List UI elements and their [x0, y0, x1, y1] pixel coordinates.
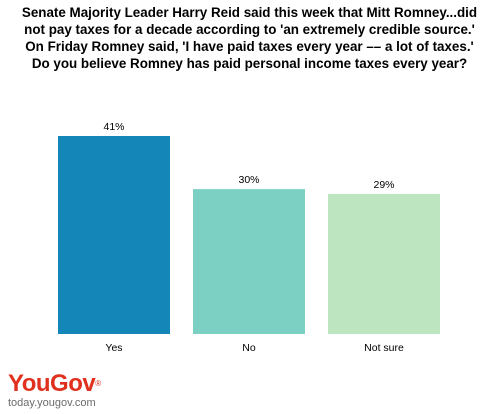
yougov-logo: YouGov® [8, 370, 101, 397]
brand-url: today.yougov.com [8, 397, 96, 409]
bar-yes [58, 136, 170, 334]
category-label: No [242, 342, 256, 354]
data-label: 30% [238, 174, 259, 186]
chart-title-line: Do you believe Romney has paid personal … [31, 56, 468, 71]
chart-title: Senate Majority Leader Harry Reid said t… [0, 4, 499, 72]
bar-no [193, 189, 305, 334]
chart-title-line: not pay taxes for a decade according to … [24, 22, 475, 37]
chart-title-line: On Friday Romney said, 'I have paid taxe… [25, 39, 474, 54]
brand-block: YouGov® today.yougov.com [8, 372, 101, 410]
category-label: Not sure [364, 342, 404, 354]
category-label: Yes [105, 342, 122, 354]
chart-title-line: Senate Majority Leader Harry Reid said t… [21, 5, 478, 20]
data-label: 29% [373, 179, 394, 191]
data-label: 41% [103, 121, 124, 133]
bar-not-sure [328, 193, 440, 334]
